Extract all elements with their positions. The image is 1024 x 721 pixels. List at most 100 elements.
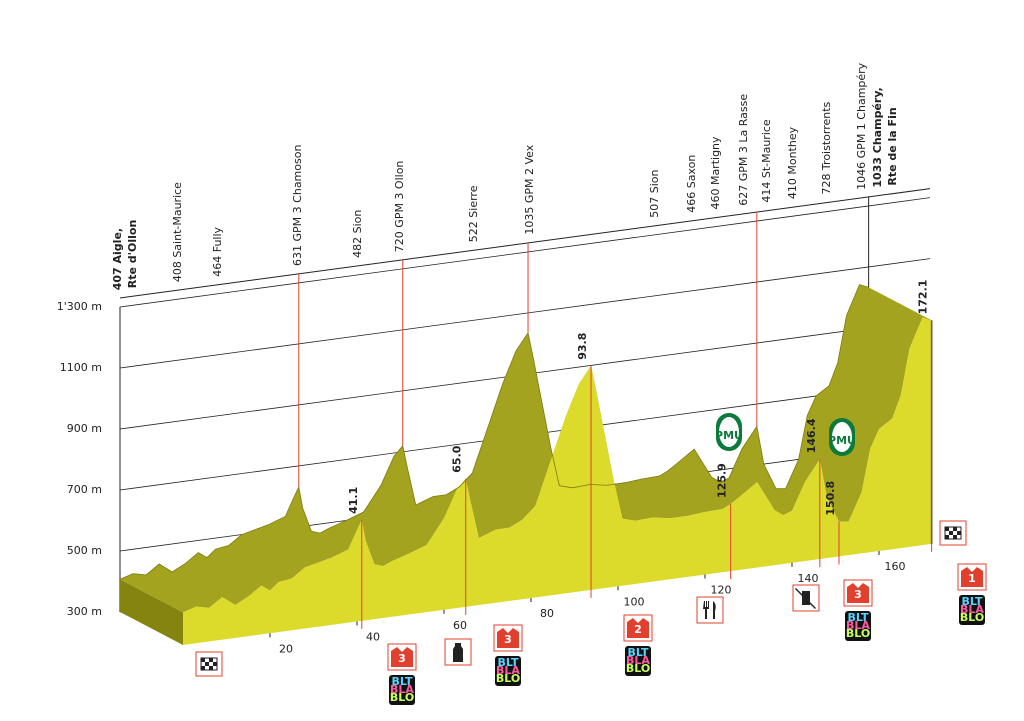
place-label: 407 Aigle,: [111, 228, 124, 290]
km-marker: 65.0: [451, 445, 464, 472]
climb-category: 1: [968, 572, 976, 585]
logo-text: BLO: [846, 627, 870, 640]
logo-text: BLA: [390, 683, 414, 696]
km-marker: 93.8: [576, 333, 589, 360]
sponsor-inner: [719, 417, 739, 447]
y-tick-label: 700 m: [67, 483, 102, 496]
place-label: Rte d'Ollon: [126, 220, 139, 289]
flag-check: [945, 527, 949, 531]
place-label: 1035 GPM 2 Vex: [523, 144, 536, 234]
place-label: 1033 Champéry,: [871, 87, 884, 188]
place-label: 631 GPM 3 Chamoson: [291, 145, 304, 266]
km-marker: 41.1: [347, 487, 360, 514]
logo-text: BLT: [391, 675, 413, 688]
flag: [200, 657, 218, 671]
place-label: 482 Sion: [351, 210, 364, 258]
place-label: 720 GPM 3 Ollon: [393, 161, 406, 253]
place-label: 464 Fully: [211, 226, 224, 276]
x-tick-label: 40: [366, 631, 380, 644]
logo: [959, 595, 985, 625]
x-tick-label: 60: [453, 619, 467, 632]
logo-text: BLT: [847, 611, 869, 624]
y-tick-label: 900 m: [67, 422, 102, 435]
logo-text: BLT: [627, 646, 649, 659]
place-label: 466 Saxon: [685, 155, 698, 213]
climb-category: 3: [398, 652, 406, 665]
sponsor-inner: [832, 422, 852, 452]
flag-check: [953, 535, 957, 539]
km-marker: 150.8: [824, 481, 837, 516]
climb-category: 3: [854, 588, 862, 601]
logo: [389, 675, 415, 705]
climb-category: 3: [504, 633, 512, 646]
flag-check: [957, 531, 961, 535]
y-tick-label: 500 m: [67, 544, 102, 557]
logo-text: BLO: [390, 691, 414, 704]
y-tick-label: 300 m: [67, 605, 102, 618]
place-label: 627 GPM 3 La Rasse: [737, 94, 750, 206]
km-marker: 172.1: [917, 280, 930, 315]
place-label: Rte de la Fin: [886, 107, 899, 185]
place-label: 414 St-Maurice: [760, 119, 773, 203]
flag-check: [201, 658, 205, 662]
logo: [625, 646, 651, 676]
food-icon-frame: [696, 596, 724, 624]
x-tick-label: 160: [885, 560, 906, 573]
logo: [845, 611, 871, 641]
logo-text: BLA: [960, 603, 984, 616]
flag-check: [201, 666, 205, 670]
place-label: 408 Saint-Maurice: [171, 182, 184, 282]
logo-text: BLT: [961, 595, 983, 608]
logo-text: BLA: [626, 654, 650, 667]
x-tick-label: 20: [279, 642, 293, 655]
flag: [944, 526, 962, 540]
climb-badge: [627, 618, 649, 638]
place-label: 460 Martigny: [709, 136, 722, 210]
climb-badge: [391, 647, 413, 667]
logo-text: BLO: [960, 611, 984, 624]
flag-check: [949, 531, 953, 535]
y-tick-label: 1100 m: [60, 361, 102, 374]
place-label: 522 Sierre: [467, 185, 480, 242]
flag-check: [945, 535, 949, 539]
flag-check: [213, 662, 217, 666]
flag-check: [209, 658, 213, 662]
km-marker: 125.9: [716, 463, 729, 498]
flag-check: [209, 666, 213, 670]
x-tick-label: 80: [540, 607, 554, 620]
place-label: 507 Sion: [648, 170, 661, 218]
bottle-icon: [453, 643, 463, 662]
label-line: [119, 188, 931, 299]
place-label: 1046 GPM 1 Champéry: [855, 62, 868, 190]
climb-badge: [961, 567, 983, 587]
climb-category: 2: [634, 623, 642, 636]
logo-text: BLO: [626, 662, 650, 675]
place-label: 410 Monthey: [786, 126, 799, 199]
x-tick-label: 100: [624, 595, 645, 608]
climb-badge: [497, 628, 519, 648]
climb-badge: [847, 583, 869, 603]
profile-front: [183, 317, 932, 645]
flag-check: [205, 662, 209, 666]
profile-side: [120, 579, 183, 645]
flag-check: [953, 527, 957, 531]
x-tick-label: 140: [798, 572, 819, 585]
logo-text: BLA: [496, 664, 520, 677]
sponsor: PMU: [715, 429, 743, 442]
grid-line: [119, 197, 931, 308]
km-marker: 146.4: [805, 418, 818, 453]
profile-line: [119, 284, 869, 580]
x-tick-label: 120: [711, 584, 732, 597]
logo-text: BLT: [497, 656, 519, 669]
profile-top: [120, 284, 932, 613]
y-tick-label: 1'300 m: [57, 300, 102, 313]
litter-icon: [795, 588, 816, 609]
logo-text: BLO: [496, 672, 520, 685]
logo-text: BLA: [846, 619, 870, 632]
place-label: 728 Troistorrents: [820, 101, 833, 194]
grid-line: [119, 258, 931, 369]
food-icon: [703, 601, 716, 619]
logo: [495, 656, 521, 686]
sponsor: PMU: [828, 434, 856, 447]
